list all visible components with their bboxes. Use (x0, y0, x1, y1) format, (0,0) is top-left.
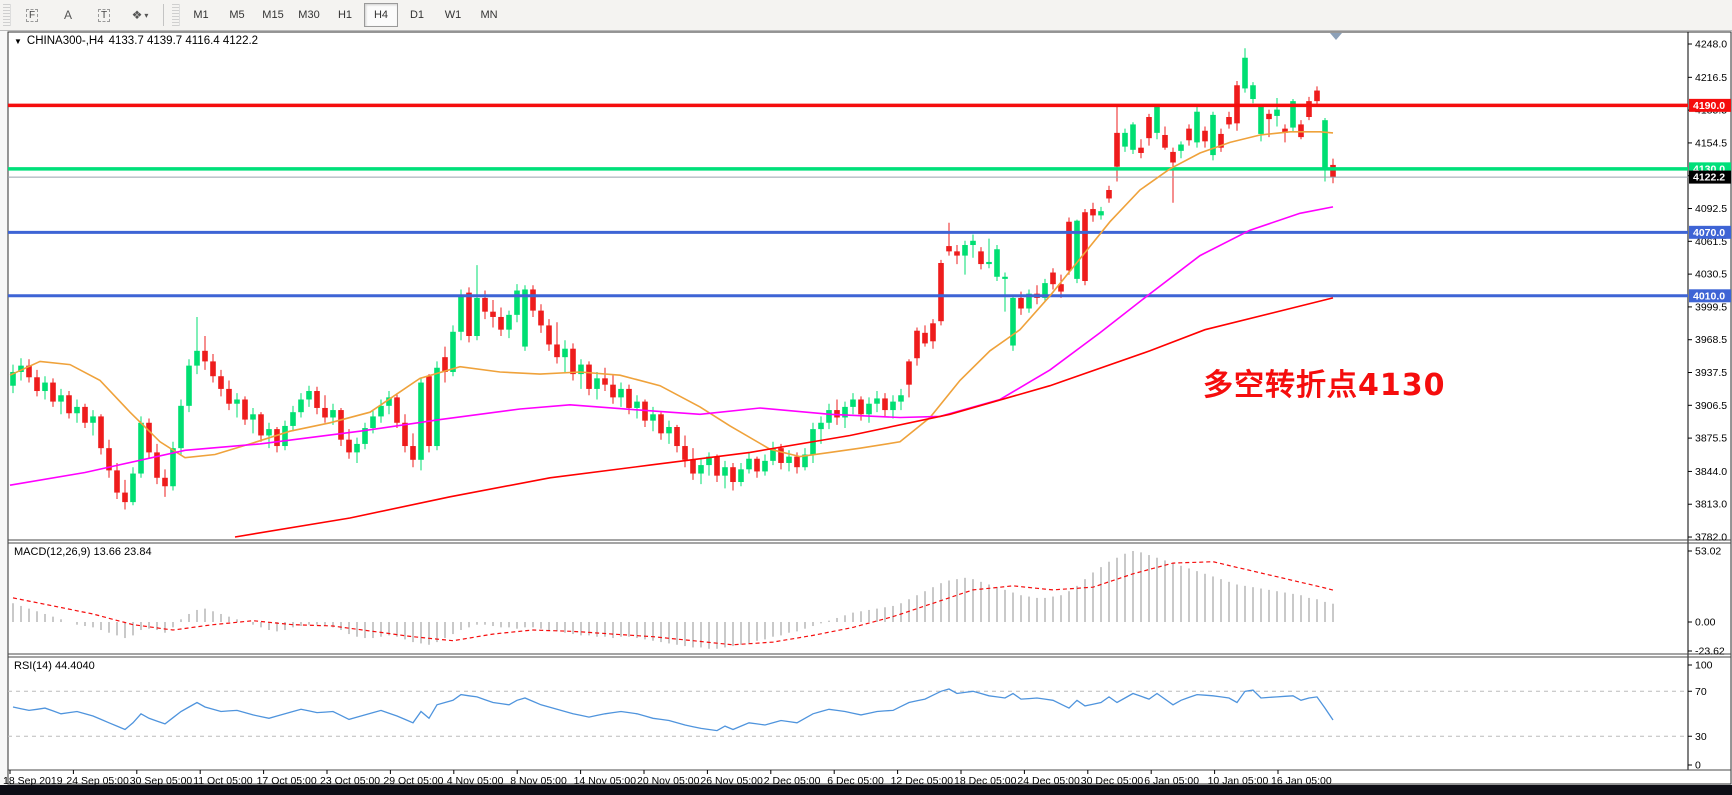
svg-text:10 Jan 05:00: 10 Jan 05:00 (1208, 775, 1269, 785)
svg-text:12 Dec 05:00: 12 Dec 05:00 (891, 775, 954, 785)
support-resistance-lines (8, 103, 1688, 298)
svg-text:3968.5: 3968.5 (1695, 334, 1727, 346)
toolbar: F A T ❖ ▾ M1 M5 M15 M30 H1 H4 D1 W1 MN (0, 0, 1732, 31)
svg-text:70: 70 (1695, 686, 1707, 698)
timeframe-button-m5[interactable]: M5 (229, 9, 245, 21)
timeframe-button-m1[interactable]: M1 (193, 9, 209, 21)
svg-text:0: 0 (1695, 760, 1701, 772)
timeframe-buttons: M1 M5 M15 M30 H1 H4 D1 W1 MN (183, 3, 507, 27)
svg-text:3999.5: 3999.5 (1695, 301, 1727, 313)
svg-text:4248.0: 4248.0 (1695, 39, 1727, 51)
svg-text:3906.5: 3906.5 (1695, 400, 1727, 412)
svg-text:8 Nov 05:00: 8 Nov 05:00 (510, 775, 567, 785)
svg-text:14 Nov 05:00: 14 Nov 05:00 (574, 775, 637, 785)
chart-end-marker-icon (1330, 33, 1342, 40)
toolbar-separator (163, 4, 164, 26)
macd-axis-labels: 53.02 0.00 -23.62 (1688, 546, 1725, 658)
timeframe-button-m15[interactable]: M15 (262, 9, 284, 21)
chevron-down-icon: ▾ (144, 10, 149, 20)
ohlc-values: 4133.7 4139.7 4116.4 4122.2 (108, 35, 259, 47)
svg-text:53.02: 53.02 (1695, 546, 1721, 558)
svg-text:30 Sep 05:00: 30 Sep 05:00 (130, 775, 193, 785)
taskbar-edge (0, 785, 1732, 795)
svg-text:23 Oct 05:00: 23 Oct 05:00 (320, 775, 380, 785)
objects-icon[interactable]: ❖ ▾ (131, 8, 149, 22)
svg-text:100: 100 (1695, 660, 1713, 672)
rsi-level-lines (8, 690, 1688, 737)
macd-indicator-label: MACD(12,26,9) 13.66 23.84 (14, 546, 152, 558)
rsi-indicator-label: RSI(14) 44.4040 (14, 660, 95, 672)
data-window-icon[interactable]: F (15, 3, 49, 27)
ma-mid-magenta (9, 206, 1334, 486)
svg-text:24 Dec 05:00: 24 Dec 05:00 (1017, 775, 1080, 785)
svg-text:4190.0: 4190.0 (1693, 100, 1725, 112)
text-label-icon[interactable]: T (87, 3, 121, 27)
svg-text:4092.5: 4092.5 (1695, 203, 1727, 215)
timeframe-button-h1[interactable]: H1 (337, 9, 353, 21)
svg-text:-23.62: -23.62 (1695, 646, 1725, 658)
svg-text:6 Jan 05:00: 6 Jan 05:00 (1144, 775, 1199, 785)
svg-text:3844.0: 3844.0 (1695, 466, 1727, 478)
svg-text:4010.0: 4010.0 (1693, 290, 1725, 302)
date-axis-labels: 18 Sep 2019 24 Sep 05:00 30 Sep 05:00 11 Oc… (3, 770, 1332, 785)
svg-text:24 Sep 05:00: 24 Sep 05:00 (66, 775, 129, 785)
svg-text:4154.5: 4154.5 (1695, 137, 1727, 149)
svg-text:2 Dec 05:00: 2 Dec 05:00 (764, 775, 821, 785)
svg-text:20 Nov 05:00: 20 Nov 05:00 (637, 775, 700, 785)
timeframe-button-d1[interactable]: D1 (409, 9, 425, 21)
svg-text:30: 30 (1695, 731, 1707, 743)
svg-text:3782.0: 3782.0 (1695, 532, 1727, 544)
timeframe-button-m30[interactable]: M30 (298, 9, 320, 21)
svg-text:17 Oct 05:00: 17 Oct 05:00 (257, 775, 317, 785)
candlesticks (10, 48, 1336, 510)
timeframe-toolbar-grip[interactable] (172, 4, 180, 26)
symbol-label: CHINA300-,H4 (26, 35, 104, 47)
svg-text:4216.5: 4216.5 (1695, 72, 1727, 84)
ma-slow-red (234, 297, 1334, 538)
chart-title: ▼ CHINA300-,H4 4133.7 4139.7 4116.4 4122… (14, 35, 258, 47)
svg-text:29 Oct 05:00: 29 Oct 05:00 (383, 775, 443, 785)
timeframe-button-h4[interactable]: H4 (364, 3, 398, 27)
svg-text:4070.0: 4070.0 (1693, 227, 1725, 239)
chart-annotation-text: 多空转折点4130 (1203, 368, 1446, 403)
timeframe-button-w1[interactable]: W1 (444, 9, 462, 21)
svg-text:0.00: 0.00 (1695, 617, 1716, 629)
svg-text:4122.2: 4122.2 (1693, 172, 1725, 184)
svg-text:16 Jan 05:00: 16 Jan 05:00 (1271, 775, 1332, 785)
macd-histogram (12, 551, 1334, 649)
toolbar-grip[interactable] (3, 4, 11, 26)
svg-text:3875.5: 3875.5 (1695, 433, 1727, 445)
rsi-axis-labels: 100 70 30 0 (1688, 660, 1713, 772)
macd-signal-line (12, 561, 1334, 646)
svg-text:6 Dec 05:00: 6 Dec 05:00 (827, 775, 884, 785)
svg-text:26 Nov 05:00: 26 Nov 05:00 (700, 775, 763, 785)
svg-text:4030.5: 4030.5 (1695, 269, 1727, 281)
svg-text:18 Dec 05:00: 18 Dec 05:00 (954, 775, 1017, 785)
svg-text:30 Dec 05:00: 30 Dec 05:00 (1081, 775, 1144, 785)
svg-text:4 Nov 05:00: 4 Nov 05:00 (447, 775, 504, 785)
svg-text:3937.5: 3937.5 (1695, 367, 1727, 379)
ma-fast-orange (9, 131, 1334, 459)
timeframe-button-mn[interactable]: MN (480, 9, 498, 21)
collapse-icon[interactable]: ▼ (14, 36, 22, 46)
rsi-line (12, 688, 1334, 732)
svg-text:18 Sep 2019: 18 Sep 2019 (3, 775, 63, 785)
font-icon[interactable]: A (63, 8, 72, 22)
svg-text:11 Oct 05:00: 11 Oct 05:00 (193, 775, 253, 785)
svg-text:3813.0: 3813.0 (1695, 499, 1727, 511)
